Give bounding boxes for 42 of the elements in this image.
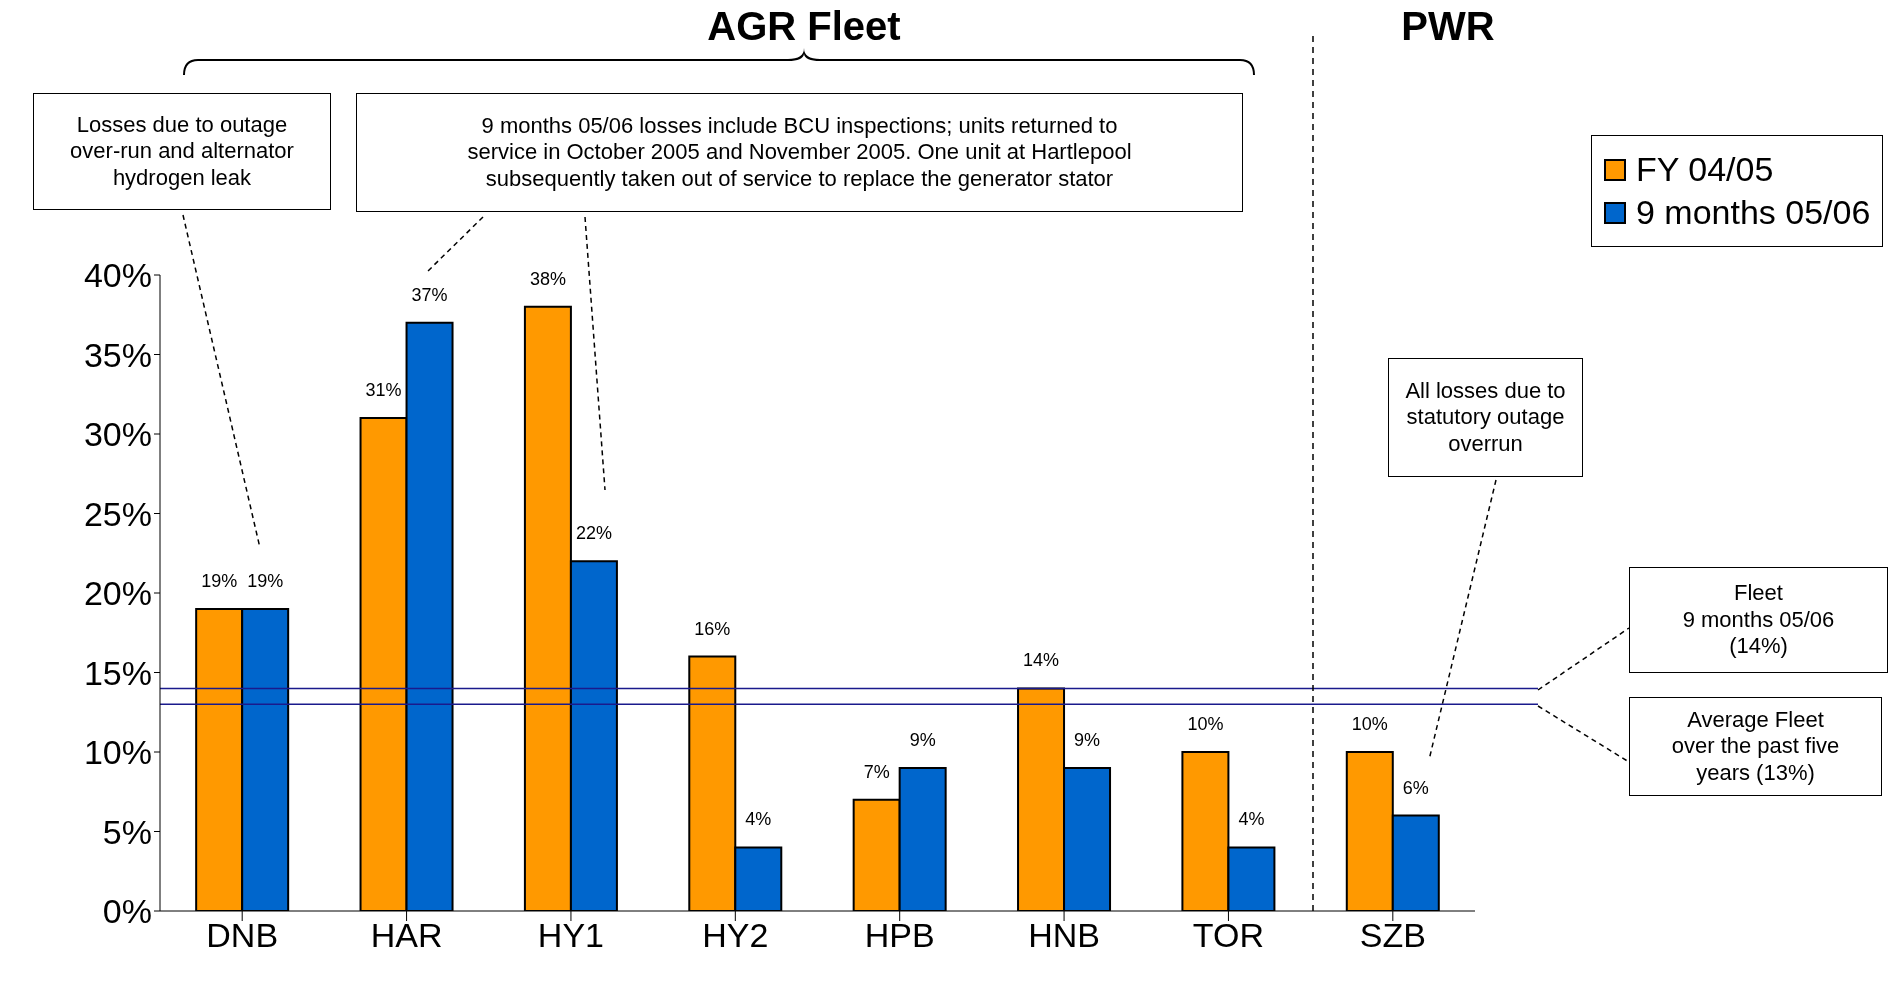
y-tick-label: 0% bbox=[102, 892, 152, 931]
legend-label: 9 months 05/06 bbox=[1636, 193, 1871, 232]
legend-label: FY 04/05 bbox=[1636, 150, 1774, 189]
data-label: 9% bbox=[909, 729, 936, 750]
data-label: 16% bbox=[694, 618, 731, 639]
x-tick-label: HAR bbox=[370, 916, 443, 955]
data-label: 31% bbox=[365, 380, 402, 401]
x-tick-label: HY2 bbox=[702, 916, 769, 955]
y-tick-label: 10% bbox=[83, 733, 152, 772]
x-tick-label: HPB bbox=[864, 916, 935, 955]
y-tick-label: 30% bbox=[83, 415, 152, 454]
y-tick-label: 25% bbox=[83, 494, 152, 533]
data-label: 7% bbox=[863, 761, 890, 782]
y-tick-label: 40% bbox=[83, 256, 152, 295]
data-label: 14% bbox=[1023, 650, 1060, 671]
data-label: 4% bbox=[745, 809, 772, 830]
data-label: 10% bbox=[1187, 714, 1224, 734]
x-tick-label: DNB bbox=[206, 916, 279, 955]
data-label: 38% bbox=[529, 268, 566, 289]
text: AGR Fleet bbox=[707, 4, 901, 49]
data-label: 9% bbox=[1074, 729, 1101, 750]
text: Average Fleet over the past five years (13%) bbox=[1629, 697, 1882, 796]
text: Losses due to outage over-run and alternator hydrogen leak bbox=[33, 93, 331, 210]
data-label: 37% bbox=[411, 284, 448, 305]
x-tick-label: TOR bbox=[1192, 916, 1265, 955]
x-tick-label: HY1 bbox=[537, 916, 605, 955]
text: 9 months 05/06 losses include BCU inspections; units returned to service in October 2005 and November 2005. One unit at Hartlepool subsequently taken out of service to replace the generator stator bbox=[356, 93, 1243, 212]
data-label: 10% bbox=[1351, 714, 1388, 734]
data-label: 19% bbox=[201, 570, 238, 591]
x-tick-label: SZB bbox=[1359, 916, 1426, 955]
text: Fleet 9 months 05/06 (14%) bbox=[1629, 567, 1888, 673]
data-label: 22% bbox=[575, 523, 612, 544]
annotation: All losses due to statutory outage overrun bbox=[1388, 358, 1583, 477]
text: PWR bbox=[1401, 4, 1495, 49]
data-label: 19% bbox=[247, 570, 284, 591]
x-tick-label: HNB bbox=[1028, 916, 1100, 955]
y-tick-label: 20% bbox=[83, 574, 152, 613]
y-tick-label: 15% bbox=[83, 653, 152, 692]
data-label: 4% bbox=[1238, 809, 1265, 830]
y-tick-label: 5% bbox=[102, 812, 152, 851]
data-label: 6% bbox=[1402, 777, 1429, 798]
y-tick-label: 35% bbox=[83, 335, 152, 374]
